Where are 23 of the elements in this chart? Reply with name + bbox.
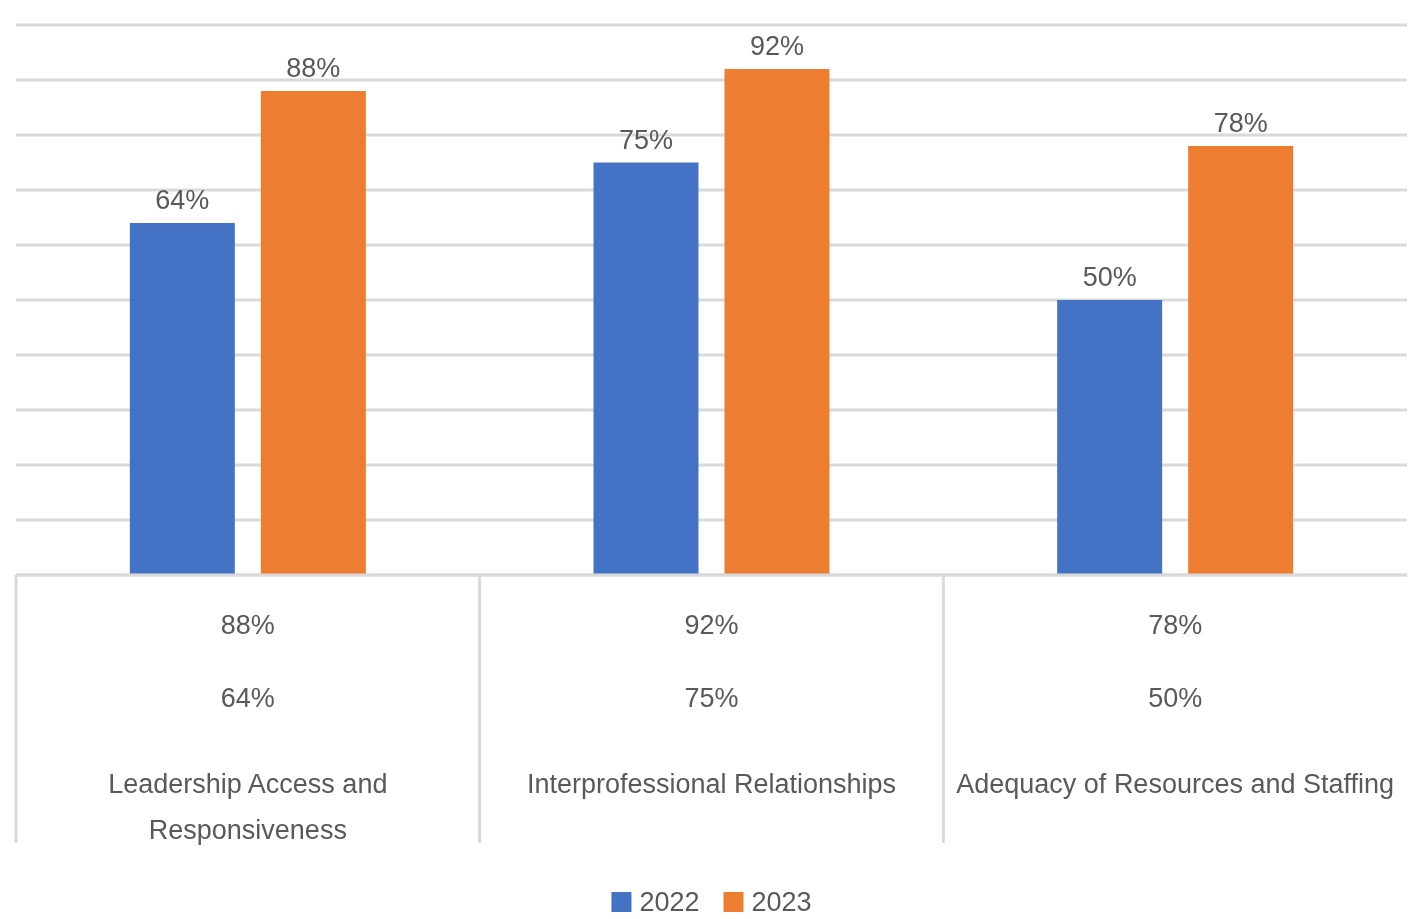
x-tick-label: Adequacy of Resources and Staffing — [956, 769, 1395, 799]
legend-label: 2022 — [639, 887, 700, 918]
x-tick-label: Interprofessional Relationships — [526, 769, 897, 799]
text: 64% — [155, 185, 210, 215]
bar — [1057, 300, 1163, 575]
data-label: 64% — [220, 683, 275, 714]
bar — [260, 91, 366, 575]
text: 75% — [618, 124, 674, 155]
bar — [129, 223, 235, 575]
bar — [593, 162, 699, 575]
legend-label: 2023 — [751, 887, 812, 918]
bar — [724, 69, 830, 575]
data-label: 50% — [1148, 683, 1203, 714]
text: 78% — [1213, 108, 1268, 138]
x-tick-label: Leadership Access and Responsiveness — [108, 769, 388, 845]
data-label: 78% — [1148, 610, 1203, 641]
bar — [1188, 146, 1294, 575]
text: 50% — [1082, 262, 1137, 292]
text: 92% — [749, 31, 805, 61]
text: 88% — [286, 53, 341, 83]
data-label: 92% — [684, 610, 739, 641]
data-label: 75% — [684, 683, 739, 714]
data-label: 88% — [220, 610, 275, 641]
